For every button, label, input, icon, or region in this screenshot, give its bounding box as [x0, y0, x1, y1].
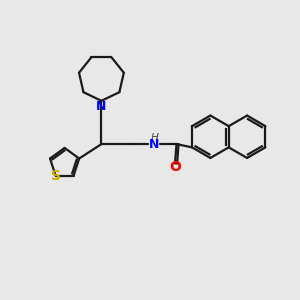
Text: N: N [96, 100, 106, 112]
Text: H: H [151, 133, 158, 143]
Text: O: O [169, 160, 181, 174]
Text: S: S [51, 169, 61, 183]
Text: N: N [149, 138, 160, 151]
